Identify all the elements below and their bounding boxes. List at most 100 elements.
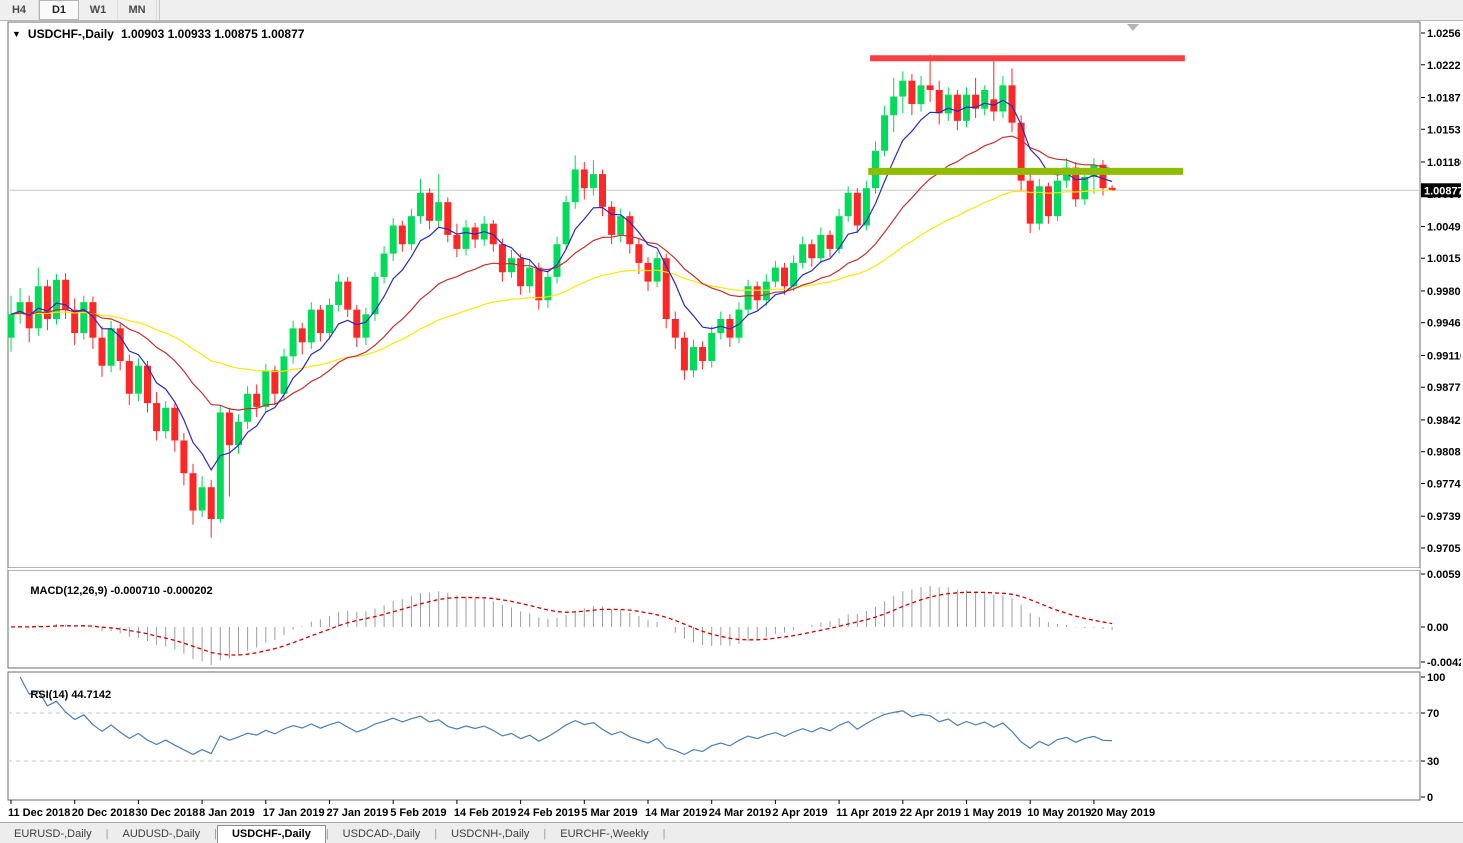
rsi-panel-frame bbox=[7, 671, 1421, 801]
candle-body bbox=[1054, 180, 1061, 217]
rsi-axis-label: 100 bbox=[1427, 672, 1445, 684]
timeframe-button-d1[interactable]: D1 bbox=[39, 0, 79, 20]
date-axis-label: 11 Dec 2018 bbox=[8, 807, 70, 819]
timeframe-button-mn[interactable]: MN bbox=[118, 0, 157, 20]
candle-body bbox=[271, 370, 279, 394]
macd-panel[interactable]: 0.00597 0.00 -0.004243 bbox=[10, 569, 1463, 669]
candle-body bbox=[71, 309, 79, 334]
price-axis-label: 1.01530 bbox=[1427, 124, 1461, 136]
current-price-badge bbox=[1421, 183, 1461, 198]
candle-body bbox=[7, 314, 15, 338]
rsi-axis-label: 0 bbox=[1427, 792, 1433, 804]
candle-body bbox=[262, 370, 270, 407]
candle-body bbox=[826, 234, 834, 249]
price-axis[interactable]: 1.02560 1.02220 1.01870 1.01530 1.01180 1.008… bbox=[1421, 28, 1463, 555]
candle-body bbox=[398, 225, 406, 245]
candle-body bbox=[171, 407, 179, 441]
candle-body bbox=[671, 318, 679, 338]
candle-body bbox=[489, 223, 497, 245]
main-panel-frame bbox=[7, 21, 1421, 569]
candle-body bbox=[917, 85, 925, 105]
candle-body bbox=[326, 304, 333, 334]
date-axis-label: 8 Jan 2019 bbox=[199, 807, 255, 819]
tab-divider: | bbox=[434, 828, 438, 840]
candle-body bbox=[125, 361, 133, 394]
chart-tab-usdcnh-daily[interactable]: USDCNH-,Daily bbox=[451, 828, 530, 840]
candle-body bbox=[362, 314, 370, 338]
macd-axis-label: -0.004243 bbox=[1427, 657, 1461, 669]
candle-body bbox=[417, 192, 424, 217]
candle-body bbox=[753, 286, 761, 301]
candle-body bbox=[972, 94, 980, 109]
candle-body bbox=[589, 174, 597, 189]
main-price-panel[interactable] bbox=[7, 54, 1421, 538]
tab-divider: | bbox=[214, 828, 217, 840]
candle-body bbox=[899, 80, 907, 97]
date-axis[interactable]: 11 Dec 2018 20 Dec 2018 30 Dec 2018 8 Jan 2… bbox=[8, 800, 1155, 819]
tab-divider: | bbox=[662, 828, 666, 840]
candle-body bbox=[544, 276, 552, 301]
collapse-chart-icon[interactable]: ▼ bbox=[12, 29, 21, 39]
price-axis-label: 1.02220 bbox=[1427, 60, 1461, 72]
candle-body bbox=[580, 169, 588, 189]
chart-tab-usdchf-daily[interactable]: USDCHF-,Daily bbox=[216, 825, 326, 843]
date-axis-label: 2 Apr 2019 bbox=[772, 807, 827, 819]
macd-signal-line bbox=[10, 591, 1113, 656]
candle-body bbox=[180, 440, 188, 474]
candle-body bbox=[608, 206, 616, 235]
candle-body bbox=[107, 328, 115, 366]
chart-tab-eurchf-weekly[interactable]: EURCHF-,Weekly bbox=[560, 828, 649, 840]
candle-body bbox=[43, 286, 51, 319]
candle-body bbox=[535, 267, 543, 301]
candle-body bbox=[644, 262, 652, 282]
candle-body bbox=[562, 202, 570, 245]
current-price-badge-text: 1.00877 bbox=[1424, 185, 1461, 197]
timeframe-button-h4[interactable]: H4 bbox=[0, 0, 39, 20]
candle-body bbox=[1026, 180, 1034, 224]
chart-tab-eurusd-daily[interactable]: EURUSD-,Daily bbox=[14, 828, 92, 840]
date-axis-label: 14 Feb 2019 bbox=[454, 807, 516, 819]
candle-body bbox=[207, 487, 215, 519]
chart-canvas[interactable]: 1.02560 1.02220 1.01870 1.01530 1.01180 1.008… bbox=[2, 21, 1463, 822]
candle-body bbox=[799, 244, 807, 263]
chart-tab-audusd-daily[interactable]: AUDUSD-,Daily bbox=[122, 828, 201, 840]
candle-body bbox=[981, 90, 989, 109]
candle-body bbox=[16, 302, 24, 315]
candle-body bbox=[371, 276, 379, 315]
rsi-panel[interactable]: 100 70 30 0 bbox=[8, 672, 1445, 804]
macd-indicator-label: MACD(12,26,9) -0.000710 -0.000202 bbox=[30, 585, 213, 597]
candle-body bbox=[225, 412, 233, 446]
chart-shift-marker-icon[interactable] bbox=[1127, 24, 1139, 31]
candle-body bbox=[462, 227, 470, 249]
candle-body bbox=[662, 258, 670, 319]
date-axis-label: 11 Apr 2019 bbox=[836, 807, 897, 819]
date-axis-label: 24 Feb 2019 bbox=[518, 807, 580, 819]
candle-body bbox=[762, 281, 770, 301]
candle-body bbox=[517, 258, 525, 287]
candle-body bbox=[62, 279, 70, 310]
candle-body bbox=[426, 192, 434, 221]
candle-body bbox=[344, 281, 352, 310]
ma-slow-line bbox=[10, 189, 1113, 373]
candle-body bbox=[216, 412, 224, 519]
candle-body bbox=[162, 407, 170, 432]
chart-tab-usdcad-daily[interactable]: USDCAD-,Daily bbox=[342, 828, 421, 840]
candle-body bbox=[926, 85, 934, 91]
candle-body bbox=[253, 393, 261, 407]
date-axis-label: 17 Jan 2019 bbox=[263, 807, 325, 819]
candle-body bbox=[116, 328, 124, 362]
candle-body bbox=[316, 309, 324, 334]
candle-body bbox=[471, 227, 479, 240]
chart-tab-bar: EURUSD-,Daily | AUDUSD-,Daily | USDCHF-,Dail… bbox=[0, 822, 1463, 843]
candle-body bbox=[1072, 167, 1080, 200]
timeframe-button-w1[interactable]: W1 bbox=[79, 0, 118, 20]
candle-body bbox=[1081, 176, 1089, 200]
